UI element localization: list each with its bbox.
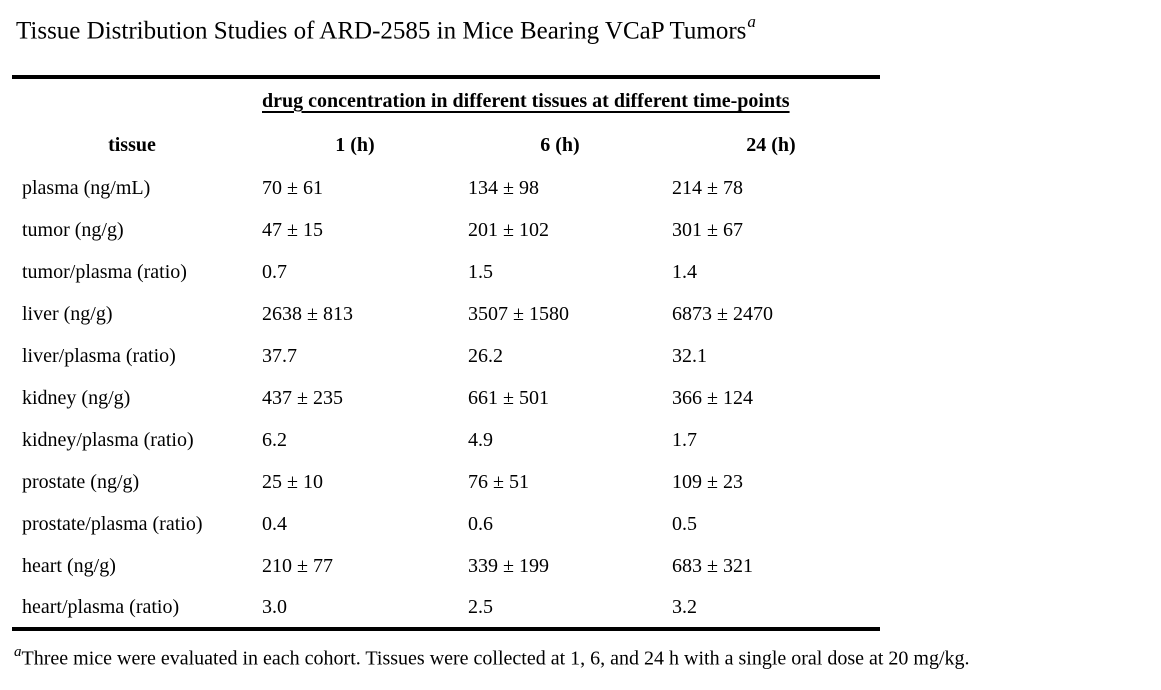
value-cell: 0.5 [672, 512, 697, 535]
value-cell: 0.6 [468, 512, 493, 535]
table-row-kidney-plasma-ratio: kidney/plasma (ratio) 6.2 4.9 1.7 [12, 419, 880, 461]
column-header-tissue: tissue [108, 133, 156, 156]
table-row-plasma: plasma (ng/mL) 70 ± 61 134 ± 98 214 ± 78 [12, 167, 880, 209]
row-label: heart (ng/g) [22, 554, 116, 577]
value-cell: 366 ± 124 [672, 386, 753, 409]
table-row-heart-plasma-ratio: heart/plasma (ratio) 3.0 2.5 3.2 [12, 587, 880, 629]
footnote: aThree mice were evaluated in each cohor… [14, 644, 1161, 671]
value-cell: 437 ± 235 [262, 386, 343, 409]
value-cell: 339 ± 199 [468, 554, 549, 577]
value-cell: 2638 ± 813 [262, 302, 353, 325]
table-row-tumor: tumor (ng/g) 47 ± 15 201 ± 102 301 ± 67 [12, 209, 880, 251]
title-footnote-marker: a [747, 12, 756, 31]
table-row-prostate-plasma-ratio: prostate/plasma (ratio) 0.4 0.6 0.5 [12, 503, 880, 545]
value-cell: 210 ± 77 [262, 554, 333, 577]
value-cell: 37.7 [262, 344, 297, 367]
row-label: liver/plasma (ratio) [22, 344, 176, 367]
value-cell: 301 ± 67 [672, 218, 743, 241]
table-row-tumor-plasma-ratio: tumor/plasma (ratio) 0.7 1.5 1.4 [12, 251, 880, 293]
value-cell: 2.5 [468, 595, 493, 618]
row-label: kidney/plasma (ratio) [22, 428, 194, 451]
footnote-text: Three mice were evaluated in each cohort… [21, 647, 970, 670]
row-label: liver (ng/g) [22, 302, 113, 325]
column-header-24h: 24 (h) [746, 133, 796, 156]
table-row-liver: liver (ng/g) 2638 ± 813 3507 ± 1580 6873… [12, 293, 880, 335]
value-cell: 1.4 [672, 260, 697, 283]
value-cell: 1.5 [468, 260, 493, 283]
value-cell: 661 ± 501 [468, 386, 549, 409]
column-header-row: tissue 1 (h) 6 (h) 24 (h) [12, 123, 880, 167]
row-label: tumor (ng/g) [22, 218, 124, 241]
table-row-kidney: kidney (ng/g) 437 ± 235 661 ± 501 366 ± … [12, 377, 880, 419]
table-row-prostate: prostate (ng/g) 25 ± 10 76 ± 51 109 ± 23 [12, 461, 880, 503]
column-header-1h: 1 (h) [335, 133, 375, 156]
span-header-cell: drug concentration in different tissues … [252, 77, 880, 123]
value-cell: 201 ± 102 [468, 218, 549, 241]
value-cell: 47 ± 15 [262, 218, 323, 241]
column-header-6h: 6 (h) [540, 133, 580, 156]
table-row-heart: heart (ng/g) 210 ± 77 339 ± 199 683 ± 32… [12, 545, 880, 587]
value-cell: 0.4 [262, 512, 287, 535]
value-cell: 32.1 [672, 344, 707, 367]
value-cell: 134 ± 98 [468, 176, 539, 199]
footnote-marker: a [14, 644, 22, 661]
tissue-distribution-table: drug concentration in different tissues … [12, 75, 880, 632]
span-header-label: drug concentration in different tissues … [262, 89, 790, 112]
row-label: prostate/plasma (ratio) [22, 512, 203, 535]
value-cell: 6.2 [262, 428, 287, 451]
row-label: plasma (ng/mL) [22, 176, 151, 199]
table-row-liver-plasma-ratio: liver/plasma (ratio) 37.7 26.2 32.1 [12, 335, 880, 377]
row-label: prostate (ng/g) [22, 470, 140, 493]
value-cell: 4.9 [468, 428, 493, 451]
value-cell: 6873 ± 2470 [672, 302, 773, 325]
table-title: Tissue Distribution Studies of ARD-2585 … [16, 8, 1161, 47]
value-cell: 3.0 [262, 595, 287, 618]
value-cell: 1.7 [672, 428, 697, 451]
value-cell: 26.2 [468, 344, 503, 367]
value-cell: 25 ± 10 [262, 470, 323, 493]
value-cell: 214 ± 78 [672, 176, 743, 199]
table-title-text: Tissue Distribution Studies of ARD-2585 … [16, 17, 747, 45]
row-label: heart/plasma (ratio) [22, 595, 180, 618]
value-cell: 3507 ± 1580 [468, 302, 569, 325]
value-cell: 0.7 [262, 260, 287, 283]
span-header-row: drug concentration in different tissues … [12, 77, 880, 123]
row-label: kidney (ng/g) [22, 386, 131, 409]
value-cell: 76 ± 51 [468, 470, 529, 493]
span-header-spacer [12, 77, 252, 123]
row-label: tumor/plasma (ratio) [22, 260, 187, 283]
value-cell: 3.2 [672, 595, 697, 618]
value-cell: 70 ± 61 [262, 176, 323, 199]
value-cell: 109 ± 23 [672, 470, 743, 493]
value-cell: 683 ± 321 [672, 554, 753, 577]
